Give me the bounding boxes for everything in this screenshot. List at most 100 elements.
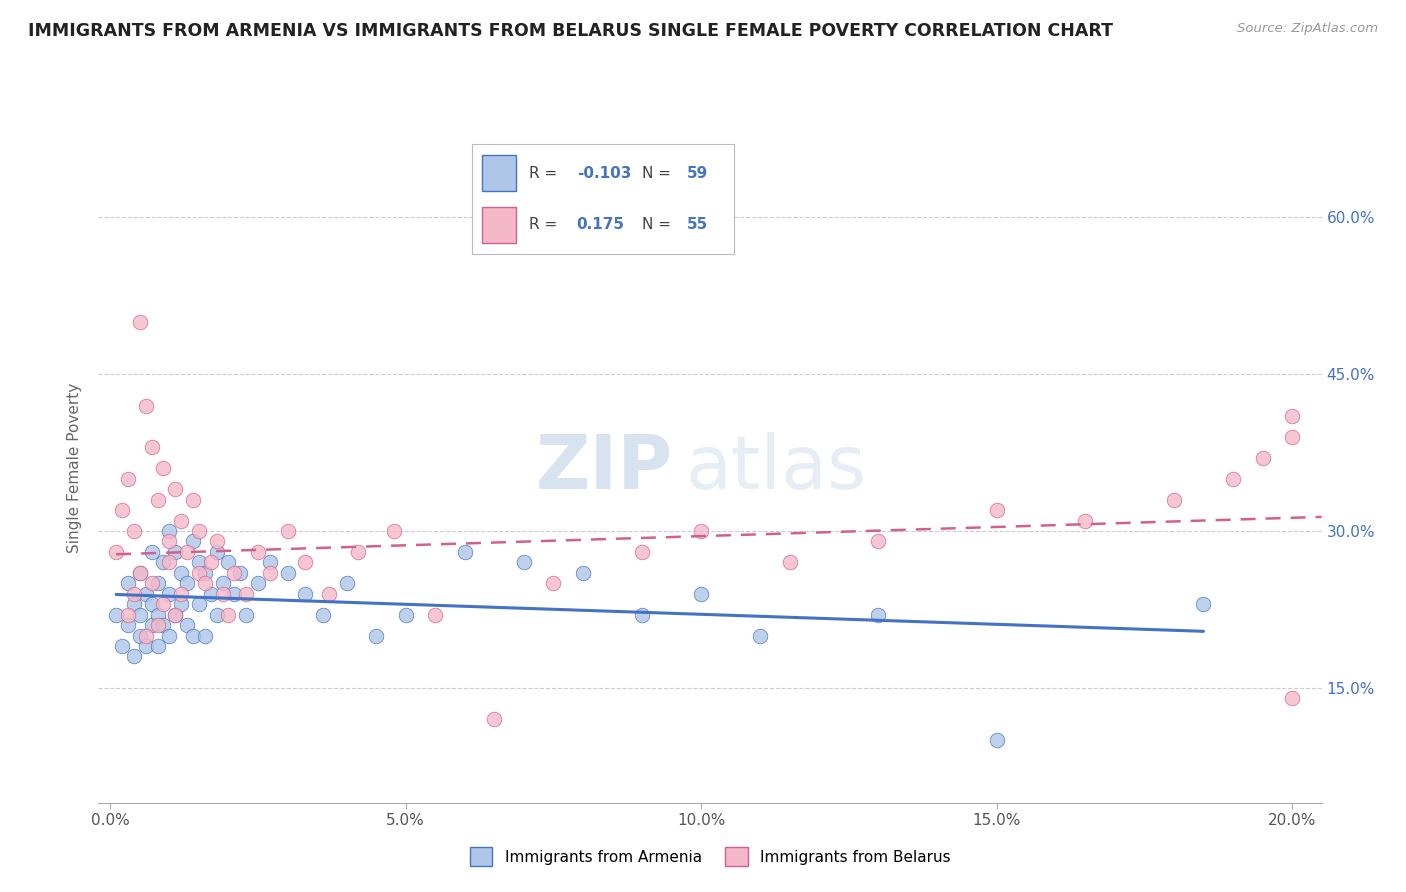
Point	[152, 555, 174, 569]
Point	[194, 566, 217, 580]
Point	[152, 618, 174, 632]
Point	[187, 566, 209, 580]
Point	[170, 514, 193, 528]
Point	[513, 555, 536, 569]
Point	[122, 649, 145, 664]
Point	[276, 524, 298, 538]
Point	[229, 566, 252, 580]
Point	[176, 618, 198, 632]
Point	[170, 597, 193, 611]
Point	[128, 628, 150, 642]
Point	[224, 566, 246, 580]
Point	[347, 545, 370, 559]
Point	[105, 607, 128, 622]
Point	[146, 492, 169, 507]
Point	[1281, 409, 1303, 423]
Point	[176, 545, 198, 559]
Point	[187, 597, 209, 611]
Point	[128, 566, 150, 580]
Point	[141, 545, 163, 559]
Legend: Immigrants from Armenia, Immigrants from Belarus: Immigrants from Armenia, Immigrants from…	[464, 841, 956, 872]
Point	[868, 607, 890, 622]
Point	[187, 555, 209, 569]
Point	[631, 607, 654, 622]
Point	[157, 524, 180, 538]
Point	[631, 545, 654, 559]
Point	[1281, 691, 1303, 706]
Point	[165, 482, 187, 496]
Point	[318, 587, 340, 601]
Point	[211, 576, 233, 591]
Point	[157, 534, 180, 549]
Point	[128, 607, 150, 622]
Point	[176, 576, 198, 591]
Point	[484, 712, 506, 726]
Point	[246, 576, 269, 591]
Point	[572, 566, 595, 580]
Point	[157, 587, 180, 601]
Point	[217, 607, 239, 622]
Point	[105, 545, 128, 559]
Point	[205, 534, 228, 549]
Point	[259, 566, 281, 580]
Point	[336, 576, 359, 591]
Point	[749, 628, 772, 642]
Point	[294, 587, 316, 601]
Point	[194, 628, 217, 642]
Point	[117, 607, 139, 622]
Point	[152, 461, 174, 475]
Point	[165, 607, 187, 622]
Text: ZIP: ZIP	[536, 432, 673, 505]
Point	[141, 441, 163, 455]
Point	[135, 628, 157, 642]
Point	[181, 492, 204, 507]
Point	[135, 639, 157, 653]
Point	[294, 555, 316, 569]
Point	[157, 555, 180, 569]
Point	[135, 399, 157, 413]
Point	[366, 628, 388, 642]
Text: Source: ZipAtlas.com: Source: ZipAtlas.com	[1237, 22, 1378, 36]
Point	[181, 534, 204, 549]
Text: IMMIGRANTS FROM ARMENIA VS IMMIGRANTS FROM BELARUS SINGLE FEMALE POVERTY CORRELA: IMMIGRANTS FROM ARMENIA VS IMMIGRANTS FR…	[28, 22, 1114, 40]
Point	[986, 733, 1008, 747]
Point	[1192, 597, 1215, 611]
Point	[235, 587, 257, 601]
Point	[141, 597, 163, 611]
Point	[217, 555, 239, 569]
Point	[187, 524, 209, 538]
Point	[224, 587, 246, 601]
Point	[779, 555, 801, 569]
Point	[122, 524, 145, 538]
Point	[211, 587, 233, 601]
Point	[194, 576, 217, 591]
Point	[146, 618, 169, 632]
Point	[1074, 514, 1097, 528]
Point	[690, 524, 713, 538]
Point	[205, 545, 228, 559]
Point	[200, 587, 222, 601]
Point	[111, 503, 134, 517]
Point	[128, 315, 150, 329]
Point	[141, 618, 163, 632]
Point	[205, 607, 228, 622]
Point	[122, 587, 145, 601]
Point	[170, 566, 193, 580]
Point	[128, 566, 150, 580]
Point	[165, 545, 187, 559]
Point	[165, 607, 187, 622]
Point	[235, 607, 257, 622]
Point	[146, 639, 169, 653]
Text: atlas: atlas	[686, 432, 866, 505]
Point	[146, 576, 169, 591]
Point	[312, 607, 335, 622]
Point	[986, 503, 1008, 517]
Y-axis label: Single Female Poverty: Single Female Poverty	[67, 384, 83, 553]
Point	[111, 639, 134, 653]
Point	[181, 628, 204, 642]
Point	[276, 566, 298, 580]
Point	[200, 555, 222, 569]
Point	[454, 545, 477, 559]
Point	[152, 597, 174, 611]
Point	[122, 597, 145, 611]
